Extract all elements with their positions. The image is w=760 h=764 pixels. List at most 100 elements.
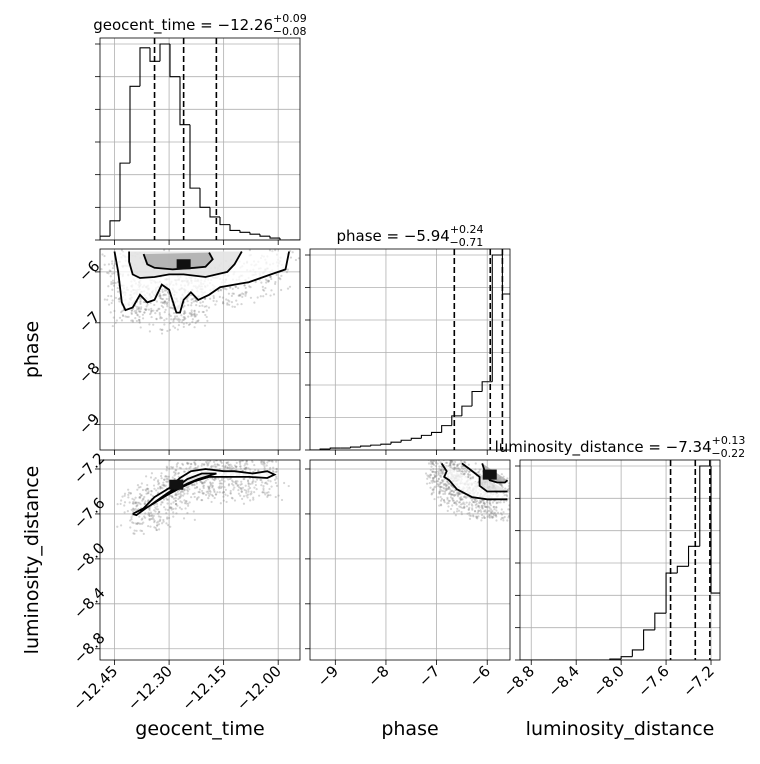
joint-phase-luminosity_distance-sample-22 [457, 501, 461, 504]
joint-geocent_time-luminosity_distance-sample-450 [170, 506, 173, 509]
joint-geocent_time-phase-sample-664 [278, 277, 281, 280]
joint-geocent_time-luminosity_distance-sample-422 [179, 467, 183, 470]
joint-geocent_time-phase-sample-525 [158, 295, 161, 298]
joint-geocent_time-phase-sample-19 [231, 305, 234, 308]
joint-phase-luminosity_distance-sample-481 [444, 492, 447, 495]
joint-phase-luminosity_distance-sample-780 [433, 454, 435, 456]
joint-geocent_time-phase-sample-259 [106, 271, 109, 274]
joint-geocent_time-luminosity_distance-sample-826 [148, 514, 151, 517]
joint-phase-luminosity_distance-sample-136 [508, 482, 510, 485]
joint-geocent_time-luminosity_distance-sample-221 [191, 484, 194, 487]
joint-geocent_time-phase-sample-803 [268, 275, 272, 278]
joint-geocent_time-luminosity_distance-sample-174 [134, 501, 137, 504]
joint-geocent_time-luminosity_distance-sample-322 [244, 484, 247, 487]
hist-luminosity_distance-xtick-label-3: −7.6 [634, 662, 672, 700]
joint-phase-luminosity_distance-sample-152 [488, 515, 491, 518]
joint-geocent_time-luminosity_distance-sample-545 [205, 462, 208, 465]
joint-phase-luminosity_distance-sample-610 [493, 511, 496, 514]
joint-phase-luminosity_distance-sample-106 [460, 467, 463, 470]
hist-geocent_time-bar-4 [139, 47, 150, 87]
joint-phase-luminosity_distance-sample-804 [459, 497, 462, 501]
joint-phase-luminosity_distance-sample-449 [461, 498, 464, 501]
joint-geocent_time-phase-sample-227 [138, 315, 141, 318]
joint-geocent_time-phase-sample-206 [126, 245, 128, 247]
joint-geocent_time-luminosity_distance-sample-671 [187, 502, 190, 505]
joint-geocent_time-phase-sample-570 [286, 268, 289, 271]
joint-geocent_time-phase-sample-306 [189, 312, 192, 316]
joint-geocent_time-phase-sample-754 [219, 288, 222, 291]
joint-geocent_time-luminosity_distance-sample-548 [203, 481, 206, 484]
joint-phase-luminosity_distance-sample-876 [463, 456, 465, 458]
joint-phase-luminosity_distance-sample-584 [456, 492, 459, 495]
joint-geocent_time-phase-sample-260 [159, 294, 162, 297]
joint-geocent_time-phase-sample-326 [155, 317, 158, 320]
joint-phase-luminosity_distance-sample-206 [477, 505, 480, 508]
joint-phase-luminosity_distance-sample-799 [499, 501, 502, 504]
joint-geocent_time-phase-sample-284 [165, 317, 168, 320]
joint-phase-luminosity_distance-sample-420 [453, 456, 455, 458]
joint-geocent_time-phase-sample-506 [182, 316, 185, 319]
joint-geocent_time-luminosity_distance-sample-855 [190, 496, 193, 499]
joint-geocent_time-luminosity_distance-sample-409 [195, 482, 198, 485]
joint-geocent_time-phase-sample-470 [264, 286, 267, 290]
joint-phase-luminosity_distance-sample-103 [479, 500, 483, 503]
joint-geocent_time-luminosity_distance-sample-102 [141, 522, 144, 525]
joint-geocent_time-luminosity_distance-sample-86 [253, 455, 255, 457]
hist-geocent_time-title-minus: −0.08 [273, 25, 307, 38]
joint-phase-luminosity_distance-sample-700 [472, 515, 475, 518]
joint-geocent_time-luminosity_distance-sample-264 [148, 512, 151, 516]
joint-geocent_time-luminosity_distance-sample-785 [173, 474, 176, 477]
joint-geocent_time-phase-sample-559 [145, 305, 148, 308]
joint-geocent_time-luminosity_distance-sample-219 [277, 494, 280, 497]
joint-geocent_time-phase-sample-578 [172, 320, 175, 323]
joint-phase-luminosity_distance-sample-716 [438, 492, 441, 495]
joint-geocent_time-phase-sample-120 [107, 272, 110, 275]
joint-geocent_time-phase-sample-777 [163, 319, 166, 322]
joint-geocent_time-phase-sample-562 [107, 285, 110, 288]
joint-geocent_time-luminosity_distance-sample-2 [186, 490, 190, 493]
joint-geocent_time-phase-sample-48 [178, 318, 182, 321]
joint-geocent_time-phase-sample-880 [136, 307, 139, 311]
joint-geocent_time-luminosity_distance-sample-123 [274, 495, 277, 499]
joint-geocent_time-luminosity_distance-sample-161 [197, 465, 200, 468]
joint-geocent_time-luminosity_distance-sample-778 [154, 476, 157, 480]
joint-phase-luminosity_distance-sample-709 [483, 516, 486, 520]
joint-phase-luminosity_distance-sample-192 [514, 477, 516, 479]
joint-geocent_time-phase-sample-162 [267, 279, 270, 282]
joint-phase-luminosity_distance-sample-868 [480, 519, 483, 522]
joint-geocent_time-luminosity_distance-sample-760 [180, 507, 183, 511]
joint-phase-luminosity_distance-sample-361 [460, 512, 463, 516]
joint-geocent_time-phase-sample-774 [195, 304, 198, 307]
joint-phase-luminosity_distance-sample-383 [488, 501, 491, 504]
joint-geocent_time-phase-sample-272 [132, 240, 134, 242]
joint-geocent_time-phase-sample-367 [184, 317, 187, 320]
joint-geocent_time-luminosity_distance-sample-380 [220, 479, 223, 482]
joint-geocent_time-phase-sample-114 [103, 298, 106, 301]
joint-geocent_time-luminosity_distance-sample-740 [190, 463, 193, 466]
joint-geocent_time-luminosity_distance-sample-886 [150, 517, 154, 520]
joint-geocent_time-luminosity_distance-sample-624 [171, 495, 174, 498]
joint-geocent_time-phase-sample-713 [275, 273, 278, 276]
joint-geocent_time-phase-sample-550 [176, 328, 179, 331]
joint-phase-luminosity_distance-sample-461 [431, 481, 434, 484]
joint-geocent_time-luminosity_distance-sample-708 [157, 520, 160, 523]
joint-geocent_time-luminosity_distance-sample-42 [211, 494, 214, 497]
joint-phase-luminosity_distance-sample-308 [502, 511, 505, 514]
joint-geocent_time-phase-sample-69 [130, 309, 133, 312]
joint-geocent_time-phase-sample-541 [111, 324, 114, 328]
joint-phase-luminosity_distance-sample-705 [433, 475, 437, 478]
joint-phase-luminosity_distance-sample-730 [474, 498, 477, 501]
joint-geocent_time-luminosity_distance-sample-232 [229, 492, 232, 495]
joint-geocent_time-luminosity_distance-sample-456 [227, 463, 230, 466]
joint-geocent_time-luminosity_distance-sample-339 [185, 500, 188, 503]
joint-geocent_time-luminosity_distance-sample-535 [247, 485, 250, 488]
joint-phase-luminosity_distance-sample-591 [451, 493, 454, 496]
joint-phase-luminosity_distance-sample-115 [438, 465, 441, 468]
joint-geocent_time-luminosity_distance-sample-510 [153, 487, 156, 490]
joint-phase-luminosity_distance-sample-563 [482, 501, 485, 504]
hist-geocent_time-title-plus: +0.09 [273, 12, 307, 25]
joint-geocent_time-luminosity_distance-sample-521 [228, 467, 231, 470]
joint-geocent_time-luminosity_distance-sample-646 [206, 460, 209, 462]
joint-geocent_time-phase-sample-181 [221, 296, 225, 299]
joint-geocent_time-phase-sample-657 [195, 320, 198, 323]
